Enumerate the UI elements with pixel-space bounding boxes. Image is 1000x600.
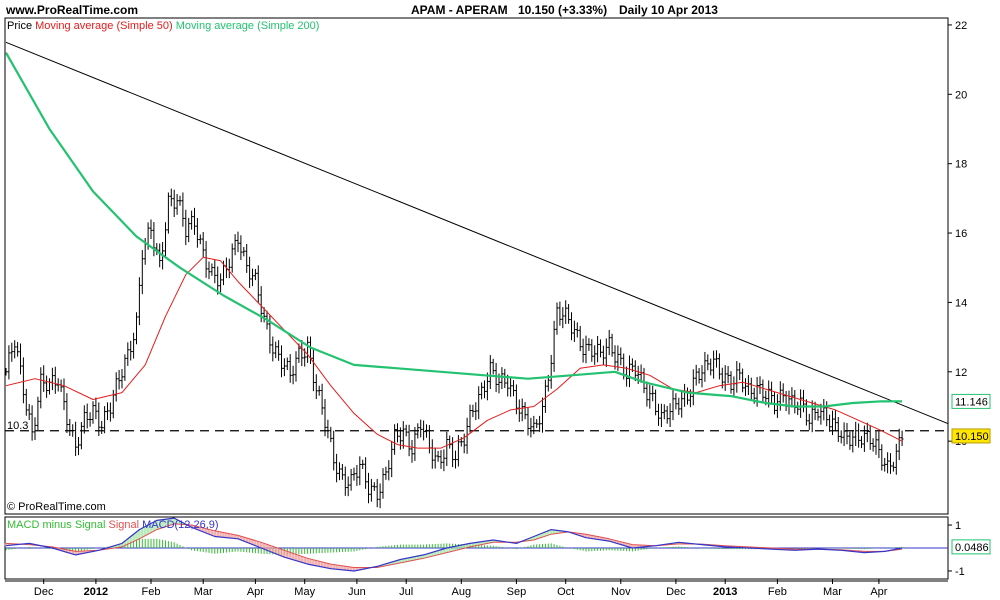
signal-line	[5, 523, 903, 568]
last-price-box	[951, 428, 991, 444]
time-tick-label: Sep	[507, 586, 527, 598]
price-legend: Price Moving average (Simple 50) Moving …	[7, 20, 319, 32]
ticker-title: APAM - APERAM	[411, 3, 508, 17]
time-tick-label: Apr	[870, 586, 887, 598]
time-tick-label: Dec	[34, 586, 54, 598]
period-date: Daily 10 Apr 2013	[619, 3, 718, 17]
trendline	[5, 41, 949, 425]
legend-macd-hist: MACD minus Signal	[7, 519, 105, 531]
macd-line	[5, 517, 903, 572]
time-tick-label: Mar	[194, 586, 213, 598]
price-tick-label: 14	[955, 297, 967, 309]
price-tick-label: 18	[955, 159, 967, 171]
time-tick-label: Oct	[557, 586, 574, 598]
price-panel	[4, 17, 949, 515]
macd-layer	[4, 517, 948, 572]
macd-tick-label: -1	[955, 566, 965, 578]
ma50-line	[5, 256, 903, 449]
time-tick-label: Nov	[611, 586, 631, 598]
time-tick-label: Aug	[452, 586, 472, 598]
last-price-label: 10.150	[955, 431, 989, 443]
ma200-line	[5, 52, 903, 408]
ma200-value-label: 11.146	[955, 396, 988, 408]
price-tick-label: 22	[955, 20, 967, 32]
legend-macd: MACD(12,26,9)	[142, 519, 218, 531]
time-tick-label: Jul	[399, 586, 413, 598]
price-tick-label: 20	[955, 89, 967, 101]
legend-signal: Signal	[108, 519, 139, 531]
site-url[interactable]: www.ProRealTime.com	[6, 3, 139, 17]
macd-tick-label: 1	[955, 520, 961, 532]
time-tick-label: Apr	[247, 586, 264, 598]
time-tick-label: Feb	[768, 586, 787, 598]
legend-price: Price	[7, 20, 32, 32]
price-layer: 10.3	[4, 41, 949, 509]
time-tick-label: May	[294, 586, 315, 598]
ma200-value-box	[951, 393, 991, 409]
time-tick-label: Feb	[142, 586, 161, 598]
time-tick-label: Jun	[348, 586, 366, 598]
macd-value-label: 0.0486	[955, 542, 989, 554]
legend-ma200: Moving average (Simple 200)	[176, 20, 320, 32]
time-tick-label: 2013	[713, 586, 737, 598]
axis-layer: 2220181614121011.14610.1501-10.0486Dec20…	[34, 20, 991, 598]
support-level-label: 10.3	[7, 420, 28, 432]
legend-ma50: Moving average (Simple 50)	[35, 20, 173, 32]
quote-value: 10.150 (+3.33%)	[518, 3, 608, 17]
chart-header: www.ProRealTime.com APAM - APERAM 10.150…	[0, 0, 1000, 18]
price-tick-label: 12	[955, 367, 967, 379]
time-tick-label: Dec	[666, 586, 686, 598]
price-tick-label: 16	[955, 228, 967, 240]
time-tick-label: Mar	[823, 586, 842, 598]
time-tick-label: 2012	[84, 586, 108, 598]
macd-legend: MACD minus Signal Signal MACD(12,26,9)	[7, 519, 219, 531]
copyright: © ProRealTime.com	[7, 501, 106, 513]
macd-value-box	[951, 539, 991, 555]
